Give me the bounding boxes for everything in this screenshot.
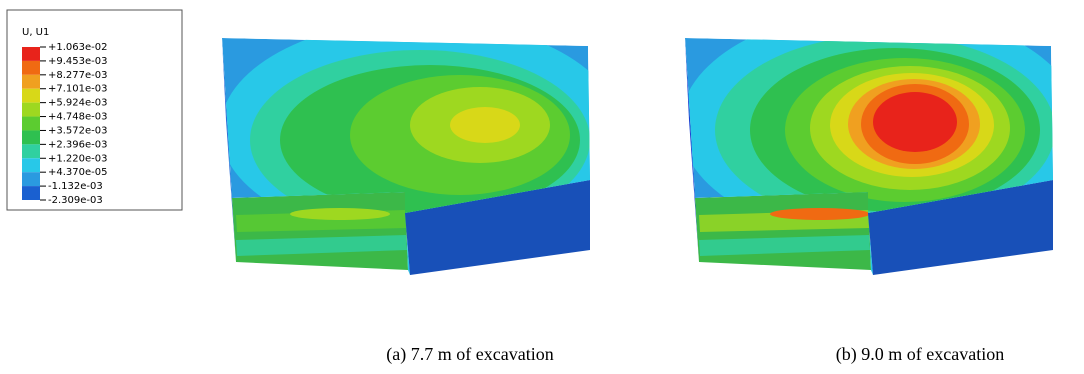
legend-swatch <box>22 117 40 131</box>
legend-label: +4.370e-05 <box>48 167 108 178</box>
legend-swatch <box>22 47 40 61</box>
legend-swatch <box>22 61 40 75</box>
legend-label: +8.277e-03 <box>48 70 108 81</box>
legend-swatch <box>22 186 40 200</box>
legend-label: +7.101e-03 <box>48 84 108 95</box>
legend-label: +5.924e-03 <box>48 98 108 109</box>
legend-swatch <box>22 172 40 186</box>
legend-label: +4.748e-03 <box>48 112 108 123</box>
figure: U, U1 +1.063e-02 +9.453e-03 +8.277e-03 +7.1… <box>0 0 1084 374</box>
model-a <box>220 20 620 275</box>
legend-label: +1.220e-03 <box>48 153 108 164</box>
legend-title: U, U1 <box>22 27 49 38</box>
legend-swatch <box>22 158 40 172</box>
legend-swatch <box>22 130 40 144</box>
legend-swatch <box>22 103 40 117</box>
caption: (a) 7.7 m of excavation <box>386 344 553 365</box>
model-b <box>680 10 1080 275</box>
caption: (b) 9.0 m of excavation <box>836 344 1004 365</box>
legend-label: +9.453e-03 <box>48 56 108 67</box>
legend-label: -1.132e-03 <box>48 181 103 192</box>
legend-label: +1.063e-02 <box>48 42 108 53</box>
legend-label: +2.396e-03 <box>48 139 108 150</box>
legend-swatch <box>22 75 40 89</box>
legend-label: +3.572e-03 <box>48 125 108 136</box>
legend-swatch <box>22 144 40 158</box>
legend-swatch <box>22 89 40 103</box>
legend-label: -2.309e-03 <box>48 195 103 206</box>
